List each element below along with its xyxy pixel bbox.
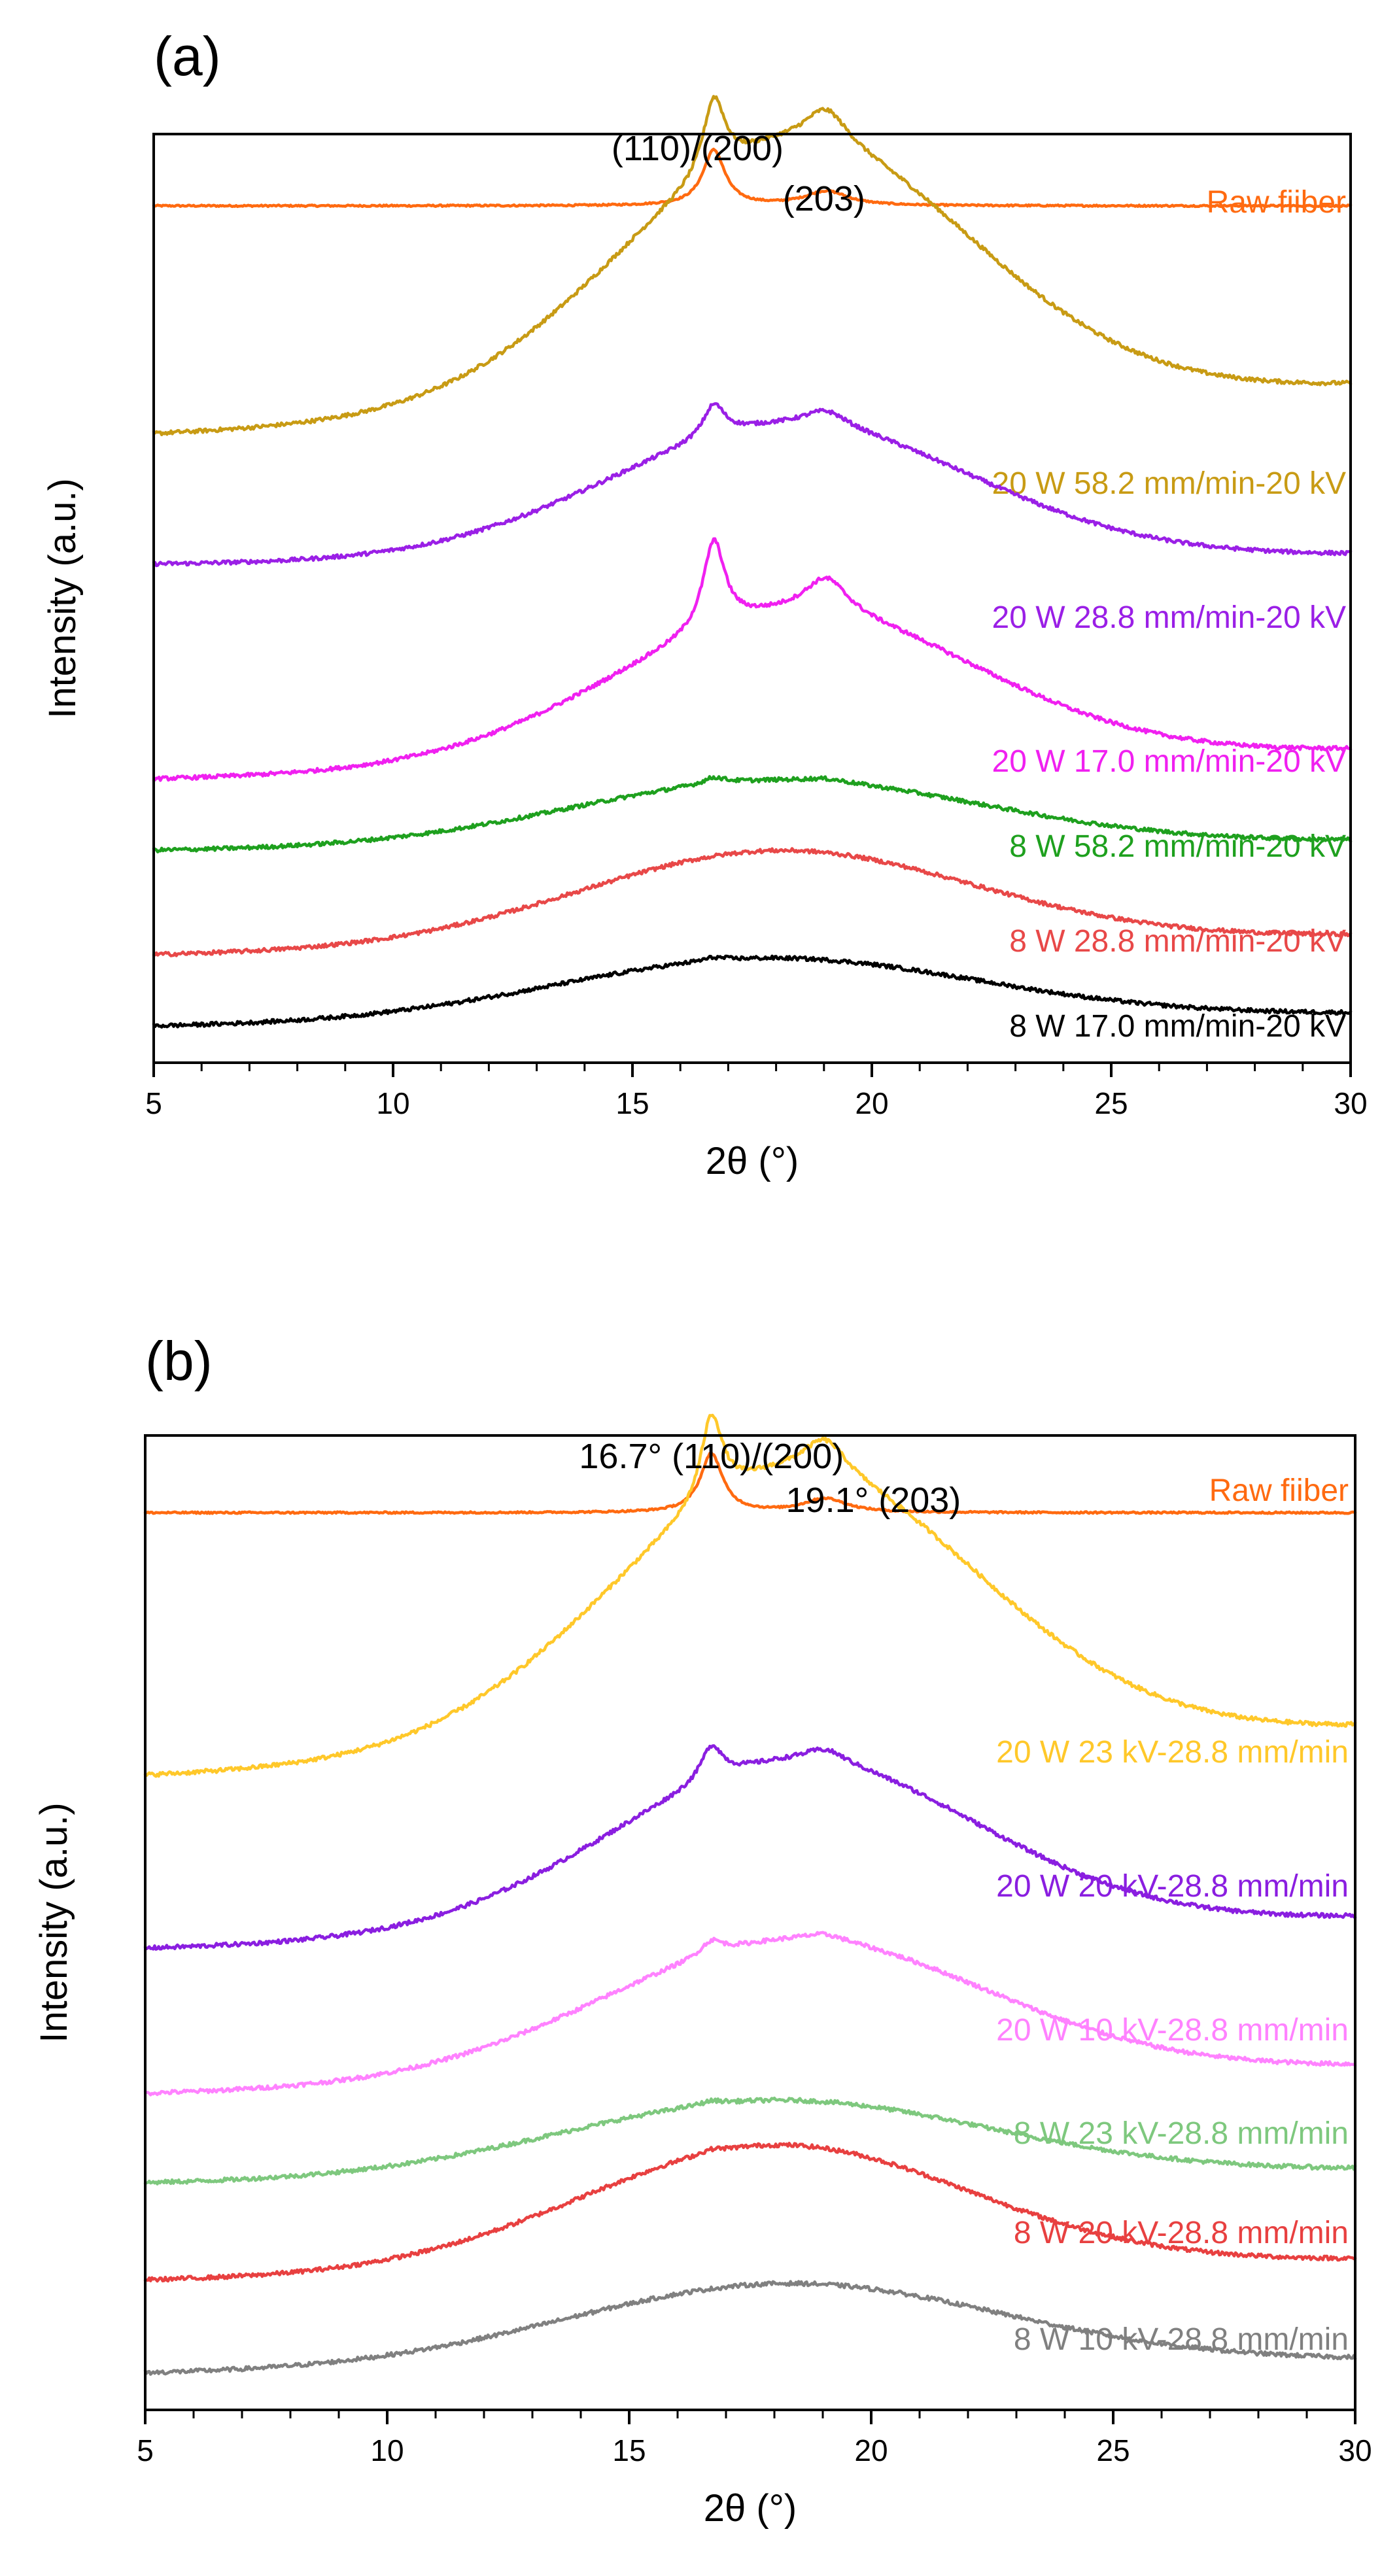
series-label-7: 8 W 17.0 mm/min-20 kV <box>1009 1009 1346 1044</box>
series-line-1 <box>152 147 1353 209</box>
x-tick-label: 5 <box>145 1086 162 1120</box>
series-label-3: 20 W 20 kV-28.8 mm/min <box>996 1869 1349 1904</box>
series-line-7 <box>152 954 1353 1029</box>
x-tick-label: 20 <box>854 2433 888 2467</box>
panel-label: (a) <box>154 26 221 87</box>
panel-label: (b) <box>145 1330 213 1392</box>
series-label-2: 20 W 58.2 mm/min-20 kV <box>992 466 1347 501</box>
series-label-7: 8 W 10 kV-28.8 mm/min <box>1014 2322 1349 2357</box>
series-line-6 <box>152 847 1353 957</box>
series-line-3 <box>152 402 1353 568</box>
series-line-5 <box>152 775 1353 853</box>
series-label-3: 20 W 28.8 mm/min-20 kV <box>992 600 1347 635</box>
x-tick-label: 30 <box>1334 1086 1367 1120</box>
x-tick-label: 5 <box>137 2433 154 2467</box>
series-label-1: Raw fiiber <box>1209 1473 1349 1508</box>
x-axis-label: 2θ (°) <box>706 1140 799 1182</box>
series-label-6: 8 W 20 kV-28.8 mm/min <box>1014 2216 1349 2250</box>
x-tick-label: 30 <box>1338 2433 1372 2467</box>
x-axis-label: 2θ (°) <box>704 2487 797 2530</box>
series-label-4: 20 W 17.0 mm/min-20 kV <box>992 744 1347 779</box>
x-tick-label: 25 <box>1094 1086 1128 1120</box>
series-label-5: 8 W 23 kV-28.8 mm/min <box>1014 2116 1349 2151</box>
x-tick-label: 20 <box>855 1086 888 1120</box>
series-label-5: 8 W 58.2 mm/min-20 kV <box>1009 829 1346 864</box>
series-label-1: Raw fiiber <box>1207 185 1346 220</box>
series-line-1 <box>143 1451 1357 1515</box>
series-label-4: 20 W 10 kV-28.8 mm/min <box>996 2013 1349 2048</box>
series-line-5 <box>143 2096 1357 2186</box>
peak-annotation-1: 16.7° (110)/(200) <box>579 1437 844 1476</box>
peak-annotation-1: (110)/(200) <box>612 129 784 168</box>
peak-annotation-2: (203) <box>783 179 865 218</box>
plot-frame <box>152 133 1352 1064</box>
series-line-3 <box>143 1744 1357 1951</box>
panel-b: (b) Raw fiiber 20 W 23 kV-28.8 mm/min 20 W … <box>33 1330 1372 2530</box>
panel-a: (a) Raw fiiber 20 W 58.2 mm/min-20 kV 20 W … <box>41 26 1368 1182</box>
series-line-2 <box>152 95 1353 437</box>
x-tick-label: 15 <box>615 1086 649 1120</box>
series-label-6: 8 W 28.8 mm/min-20 kV <box>1009 924 1346 959</box>
x-tick-label: 15 <box>612 2433 646 2467</box>
peak-annotation-2: 19.1° (203) <box>786 1481 961 1520</box>
x-tick-label: 10 <box>370 2433 404 2467</box>
series-line-2 <box>143 1413 1357 1778</box>
y-axis-label: Intensity (a.u.) <box>33 1802 75 2042</box>
series-line-6 <box>143 2141 1357 2283</box>
series-line-7 <box>143 2280 1357 2376</box>
series-line-4 <box>143 1931 1357 2097</box>
series-label-2: 20 W 23 kV-28.8 mm/min <box>996 1735 1349 1770</box>
series-line-4 <box>152 537 1353 783</box>
y-axis-label: Intensity (a.u.) <box>41 478 84 718</box>
x-tick-label: 10 <box>376 1086 409 1120</box>
plot-frame <box>144 1434 1356 2411</box>
x-tick-label: 25 <box>1096 2433 1130 2467</box>
